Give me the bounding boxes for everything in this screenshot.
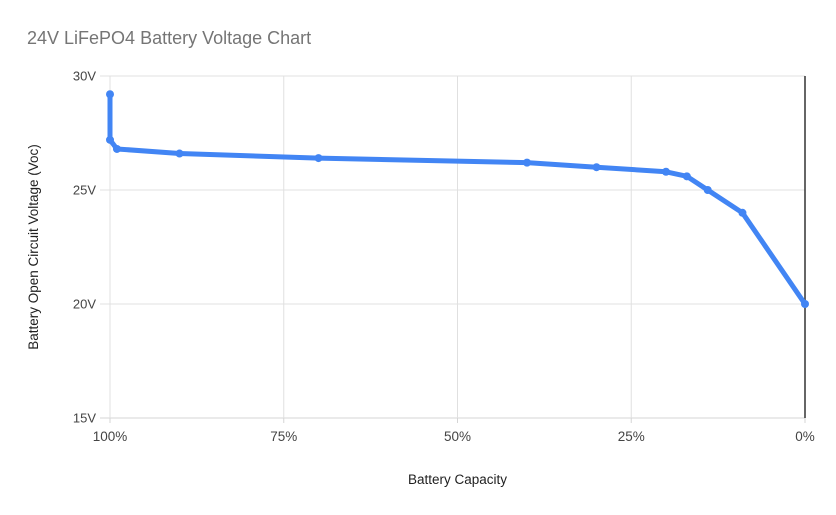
data-point-marker xyxy=(175,149,184,158)
data-point-marker xyxy=(314,154,323,163)
x-tick-label: 100% xyxy=(93,429,128,444)
data-point-marker xyxy=(703,186,712,194)
x-axis-title: Battery Capacity xyxy=(408,472,507,487)
y-tick-label: 15V xyxy=(73,411,96,426)
x-tick-label: 0% xyxy=(795,429,815,444)
data-point-marker xyxy=(106,90,114,99)
y-axis-title: Battery Open Circuit Voltage (Voc) xyxy=(26,144,41,350)
y-tick-label: 25V xyxy=(73,183,96,198)
data-point-marker xyxy=(112,144,121,153)
data-point-marker xyxy=(682,172,691,181)
data-point-marker xyxy=(801,300,809,308)
y-tick-label: 20V xyxy=(73,297,96,312)
data-point-marker xyxy=(662,167,670,176)
data-point-marker xyxy=(523,158,531,167)
x-tick-label: 25% xyxy=(618,429,645,444)
chart-title: 24V LiFePO4 Battery Voltage Chart xyxy=(27,28,312,48)
data-point-marker xyxy=(592,163,601,172)
data-point-marker xyxy=(738,208,747,217)
y-tick-label: 30V xyxy=(73,69,96,84)
x-tick-label: 75% xyxy=(270,429,297,444)
data-point-marker xyxy=(106,135,114,144)
x-tick-label: 50% xyxy=(444,429,471,444)
